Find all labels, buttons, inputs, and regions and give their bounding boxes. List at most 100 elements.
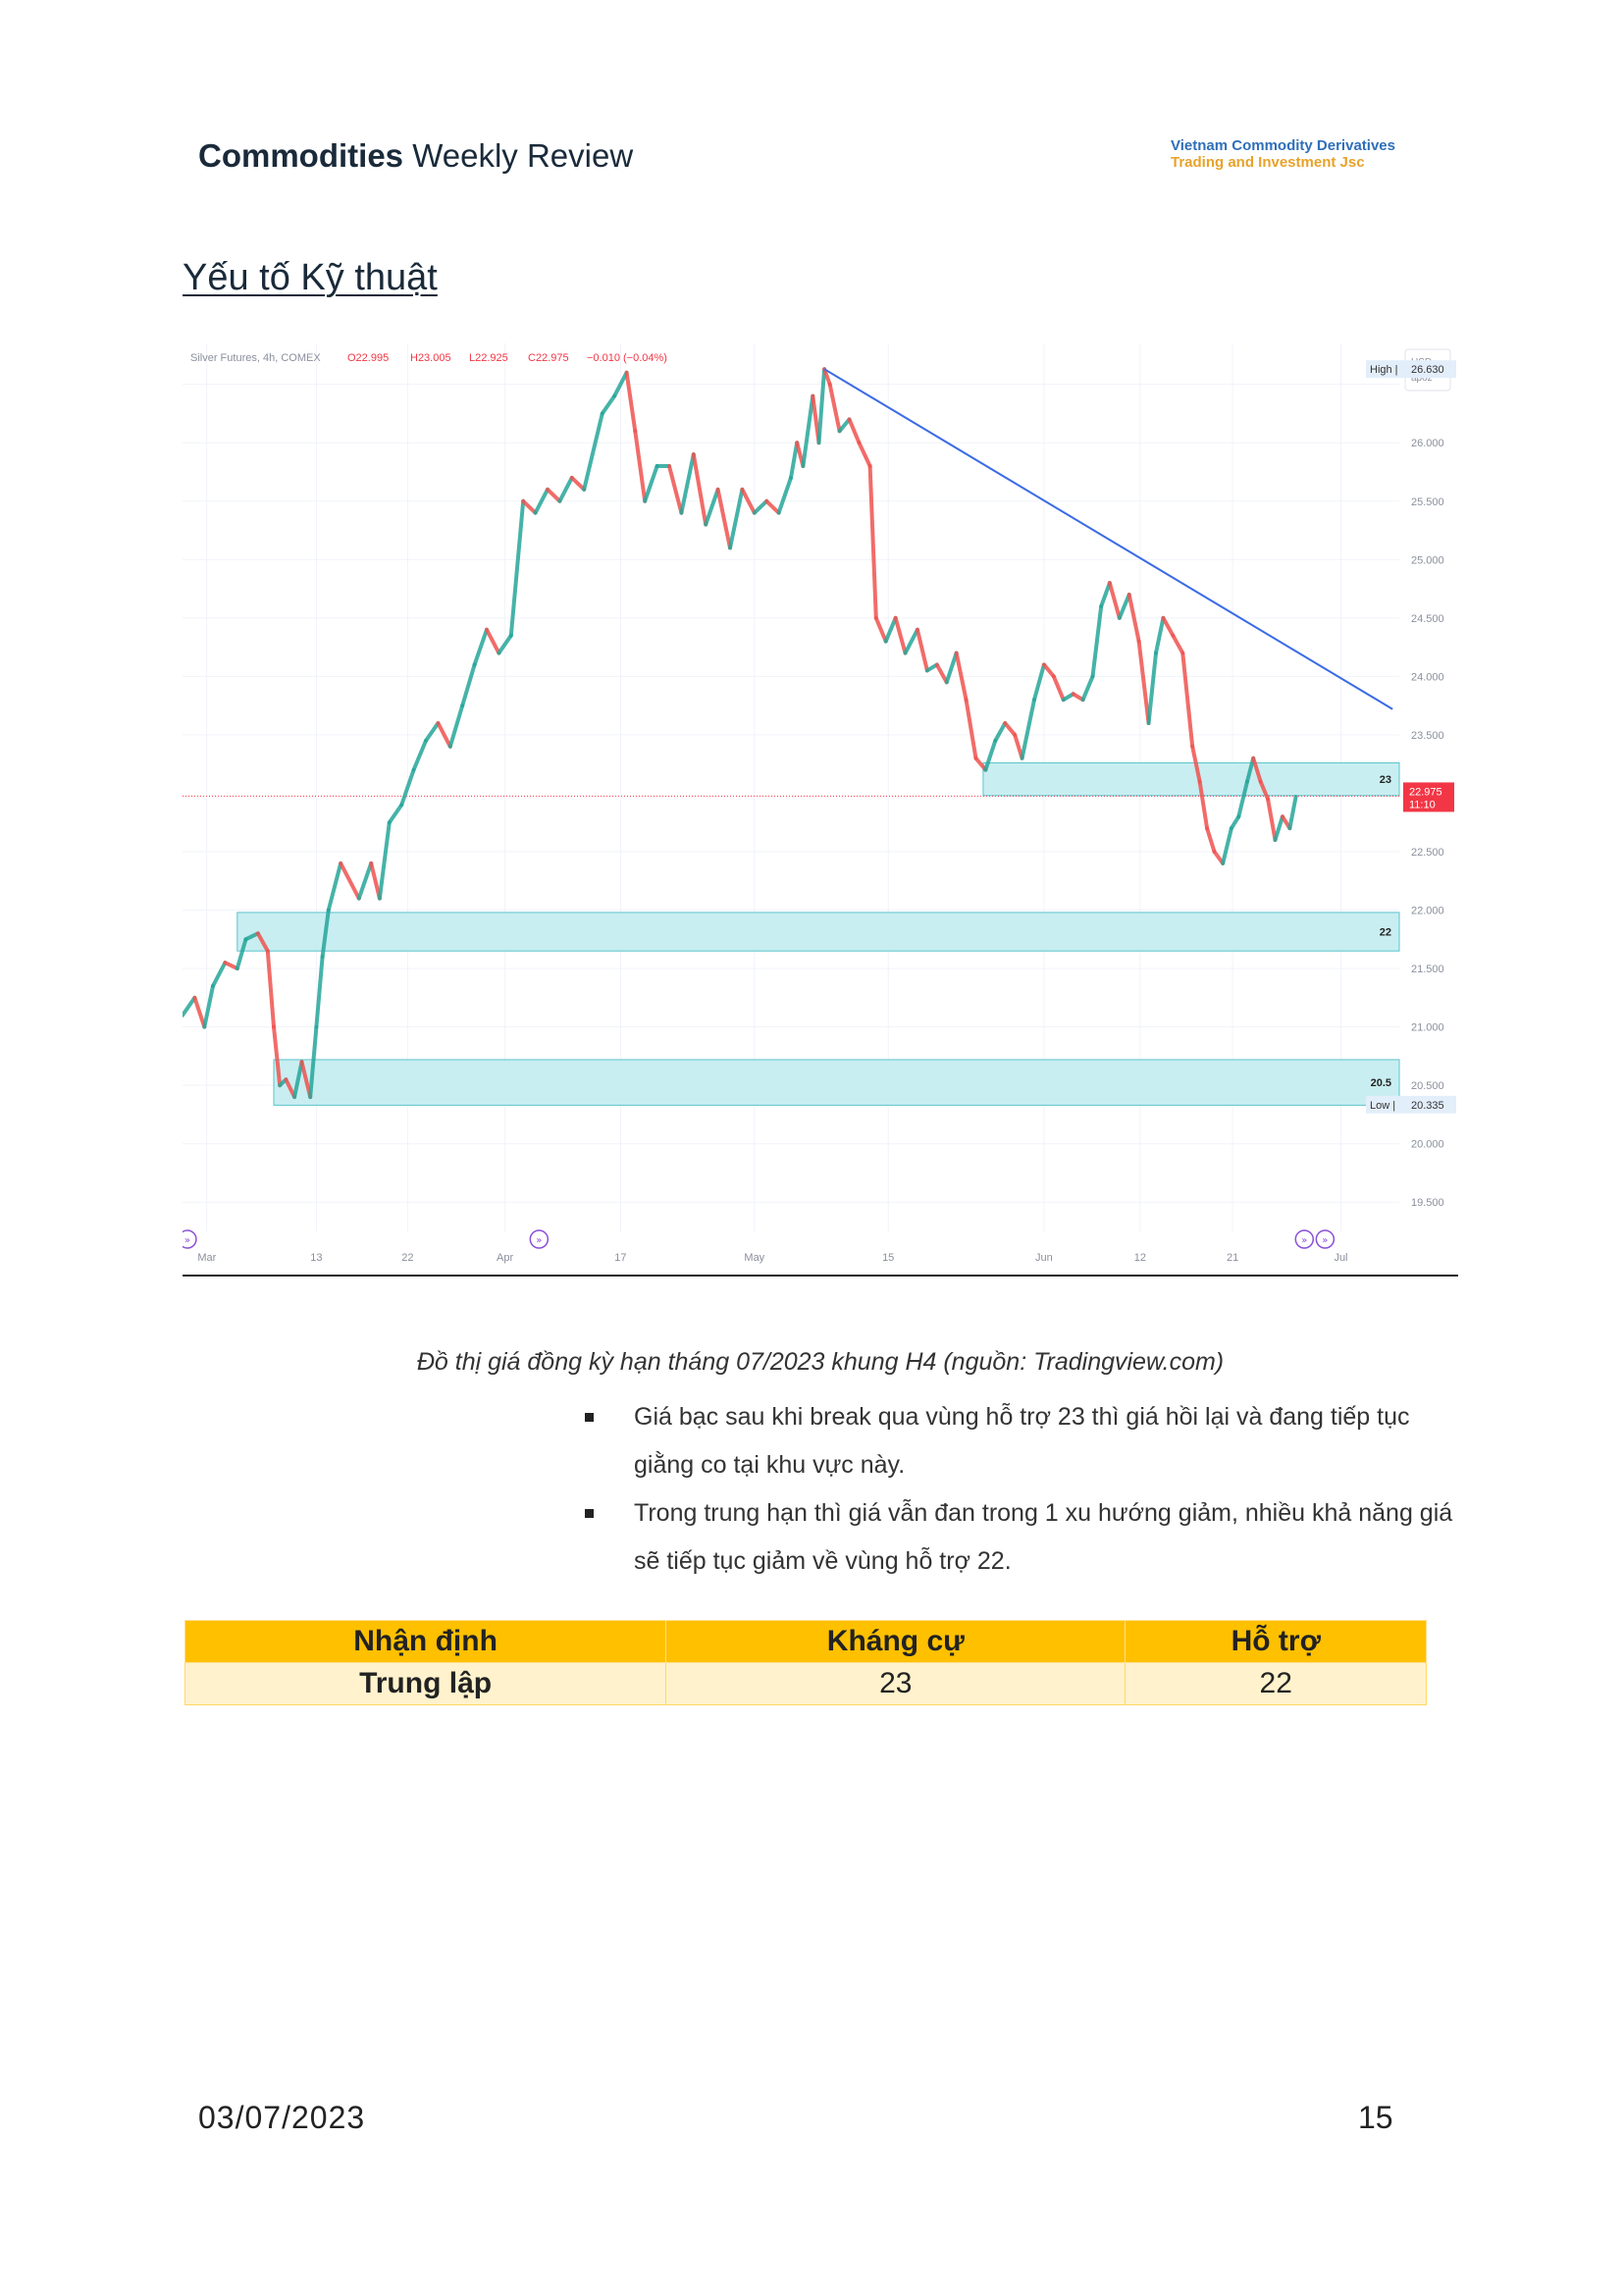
price-segment: [1146, 651, 1158, 726]
price-segment: [1154, 615, 1166, 655]
report-title-bold: Commodities: [198, 137, 404, 174]
price-segment: [728, 487, 745, 550]
price-segment: [964, 698, 978, 760]
y-tick-label: 24.500: [1411, 613, 1444, 625]
price-segment: [235, 937, 248, 971]
analysis-bullets: Giá bạc sau khi break qua vùng hỗ trợ 23…: [579, 1393, 1462, 1586]
price-segment: [1020, 698, 1036, 760]
price-segment: [243, 931, 260, 942]
cell-resistance: 23: [665, 1662, 1126, 1705]
price-segment: [1126, 593, 1141, 644]
price-segment: [704, 487, 720, 527]
price-segment: [679, 452, 696, 515]
price-segment: [1190, 744, 1202, 784]
price-segment: [915, 627, 929, 673]
price-segment: [934, 662, 949, 685]
price-segment: [211, 961, 228, 988]
price-segment: [533, 487, 550, 515]
bullet-marker-icon: [585, 1509, 594, 1518]
price-segment: [1221, 826, 1233, 865]
price-segment: [424, 721, 441, 743]
zone-rect: [273, 1059, 1400, 1106]
price-segment: [1287, 795, 1298, 831]
chart-title: Silver Futures, 4h, COMEX: [190, 352, 321, 364]
bullet-text: Trong trung hạn thì giá vẫn đan trong 1 …: [634, 1499, 1453, 1575]
price-segment: [776, 475, 793, 515]
price-segment: [387, 803, 404, 825]
low-label: Low |: [1370, 1100, 1395, 1112]
price-segment: [643, 464, 659, 503]
ohlc-value: H23.005: [410, 352, 451, 364]
ohlc-value: O22.995: [347, 352, 389, 364]
price-segment: [485, 627, 501, 655]
price-segment: [600, 393, 617, 416]
price-segment: [1266, 797, 1278, 843]
table-header-row: Nhận định Kháng cự Hỗ trợ: [183, 1620, 1427, 1663]
price-segment: [508, 498, 526, 638]
price-segment: [903, 627, 919, 655]
price-segment: [192, 995, 207, 1029]
logo-line-2: Trading and Investment Jsc: [1171, 154, 1365, 171]
bullet-text: Giá bạc sau khi break qua vùng hỗ trợ 23…: [634, 1403, 1410, 1479]
price-segment: [667, 464, 684, 515]
price-segment: [1273, 814, 1284, 843]
price-segment: [822, 367, 832, 387]
price-segment: [893, 615, 908, 655]
cell-support: 22: [1125, 1662, 1427, 1705]
price-segment: [624, 370, 638, 434]
price-segment: [292, 1060, 304, 1100]
price-segment: [557, 475, 574, 503]
x-tick-label: Jul: [1334, 1252, 1347, 1264]
event-marker-glyph: »: [536, 1235, 542, 1246]
price-segment: [847, 417, 862, 445]
event-marker-icon: [1315, 1229, 1336, 1249]
zone-label: 23: [1380, 774, 1391, 786]
y-tick-label: 21.500: [1411, 964, 1444, 975]
price-segment: [691, 452, 708, 527]
price-segment: [633, 429, 648, 503]
y-tick-label: 22.500: [1411, 847, 1444, 859]
price-segment: [752, 498, 769, 515]
x-tick-label: Jun: [1035, 1252, 1053, 1264]
trendline: [823, 368, 1393, 710]
price-segment: [460, 662, 477, 708]
price-segment: [1258, 779, 1271, 802]
price-segment: [521, 498, 538, 515]
price-segment: [202, 983, 215, 1029]
price-segment: [973, 756, 988, 772]
price-segment: [255, 931, 270, 954]
price-segment: [1236, 779, 1249, 819]
last-price-countdown: 11:10: [1409, 799, 1436, 810]
price-segment: [1032, 662, 1046, 703]
price-segment: [1080, 674, 1095, 703]
price-segment: [314, 955, 325, 1029]
price-segment: [993, 721, 1008, 743]
header-resistance: Kháng cự: [665, 1620, 1126, 1663]
price-segment: [183, 995, 197, 1017]
low-badge: [1366, 1095, 1456, 1114]
high-label: High |: [1370, 364, 1398, 376]
price-segment: [827, 382, 842, 434]
price-segment: [265, 949, 276, 1029]
price-segment: [801, 393, 815, 469]
price-segment: [223, 961, 239, 971]
chart-caption: Đồ thị giá đồng kỳ hạn tháng 07/2023 khu…: [416, 1348, 1225, 1376]
summary-table: Nhận định Kháng cự Hỗ trợ Trung lập 23 2…: [183, 1620, 1427, 1705]
price-segment: [582, 411, 604, 492]
low-value: 20.335: [1411, 1100, 1444, 1112]
price-segment: [569, 475, 587, 492]
y-tick-label: 25.500: [1411, 496, 1444, 508]
price-segment: [954, 651, 969, 703]
scale-label: apoz: [1411, 373, 1433, 384]
price-segment: [816, 367, 827, 445]
price-segment: [883, 615, 898, 644]
high-value: 26.630: [1411, 364, 1444, 376]
x-tick-label: 15: [882, 1252, 894, 1264]
event-marker-glyph: »: [1301, 1235, 1307, 1246]
price-segment: [1099, 581, 1112, 608]
price-segment: [369, 861, 382, 901]
last-price-badge: [1403, 782, 1454, 812]
x-tick-label: 21: [1227, 1252, 1238, 1264]
page-number: 15: [1358, 2100, 1393, 2135]
price-segment: [715, 487, 732, 550]
